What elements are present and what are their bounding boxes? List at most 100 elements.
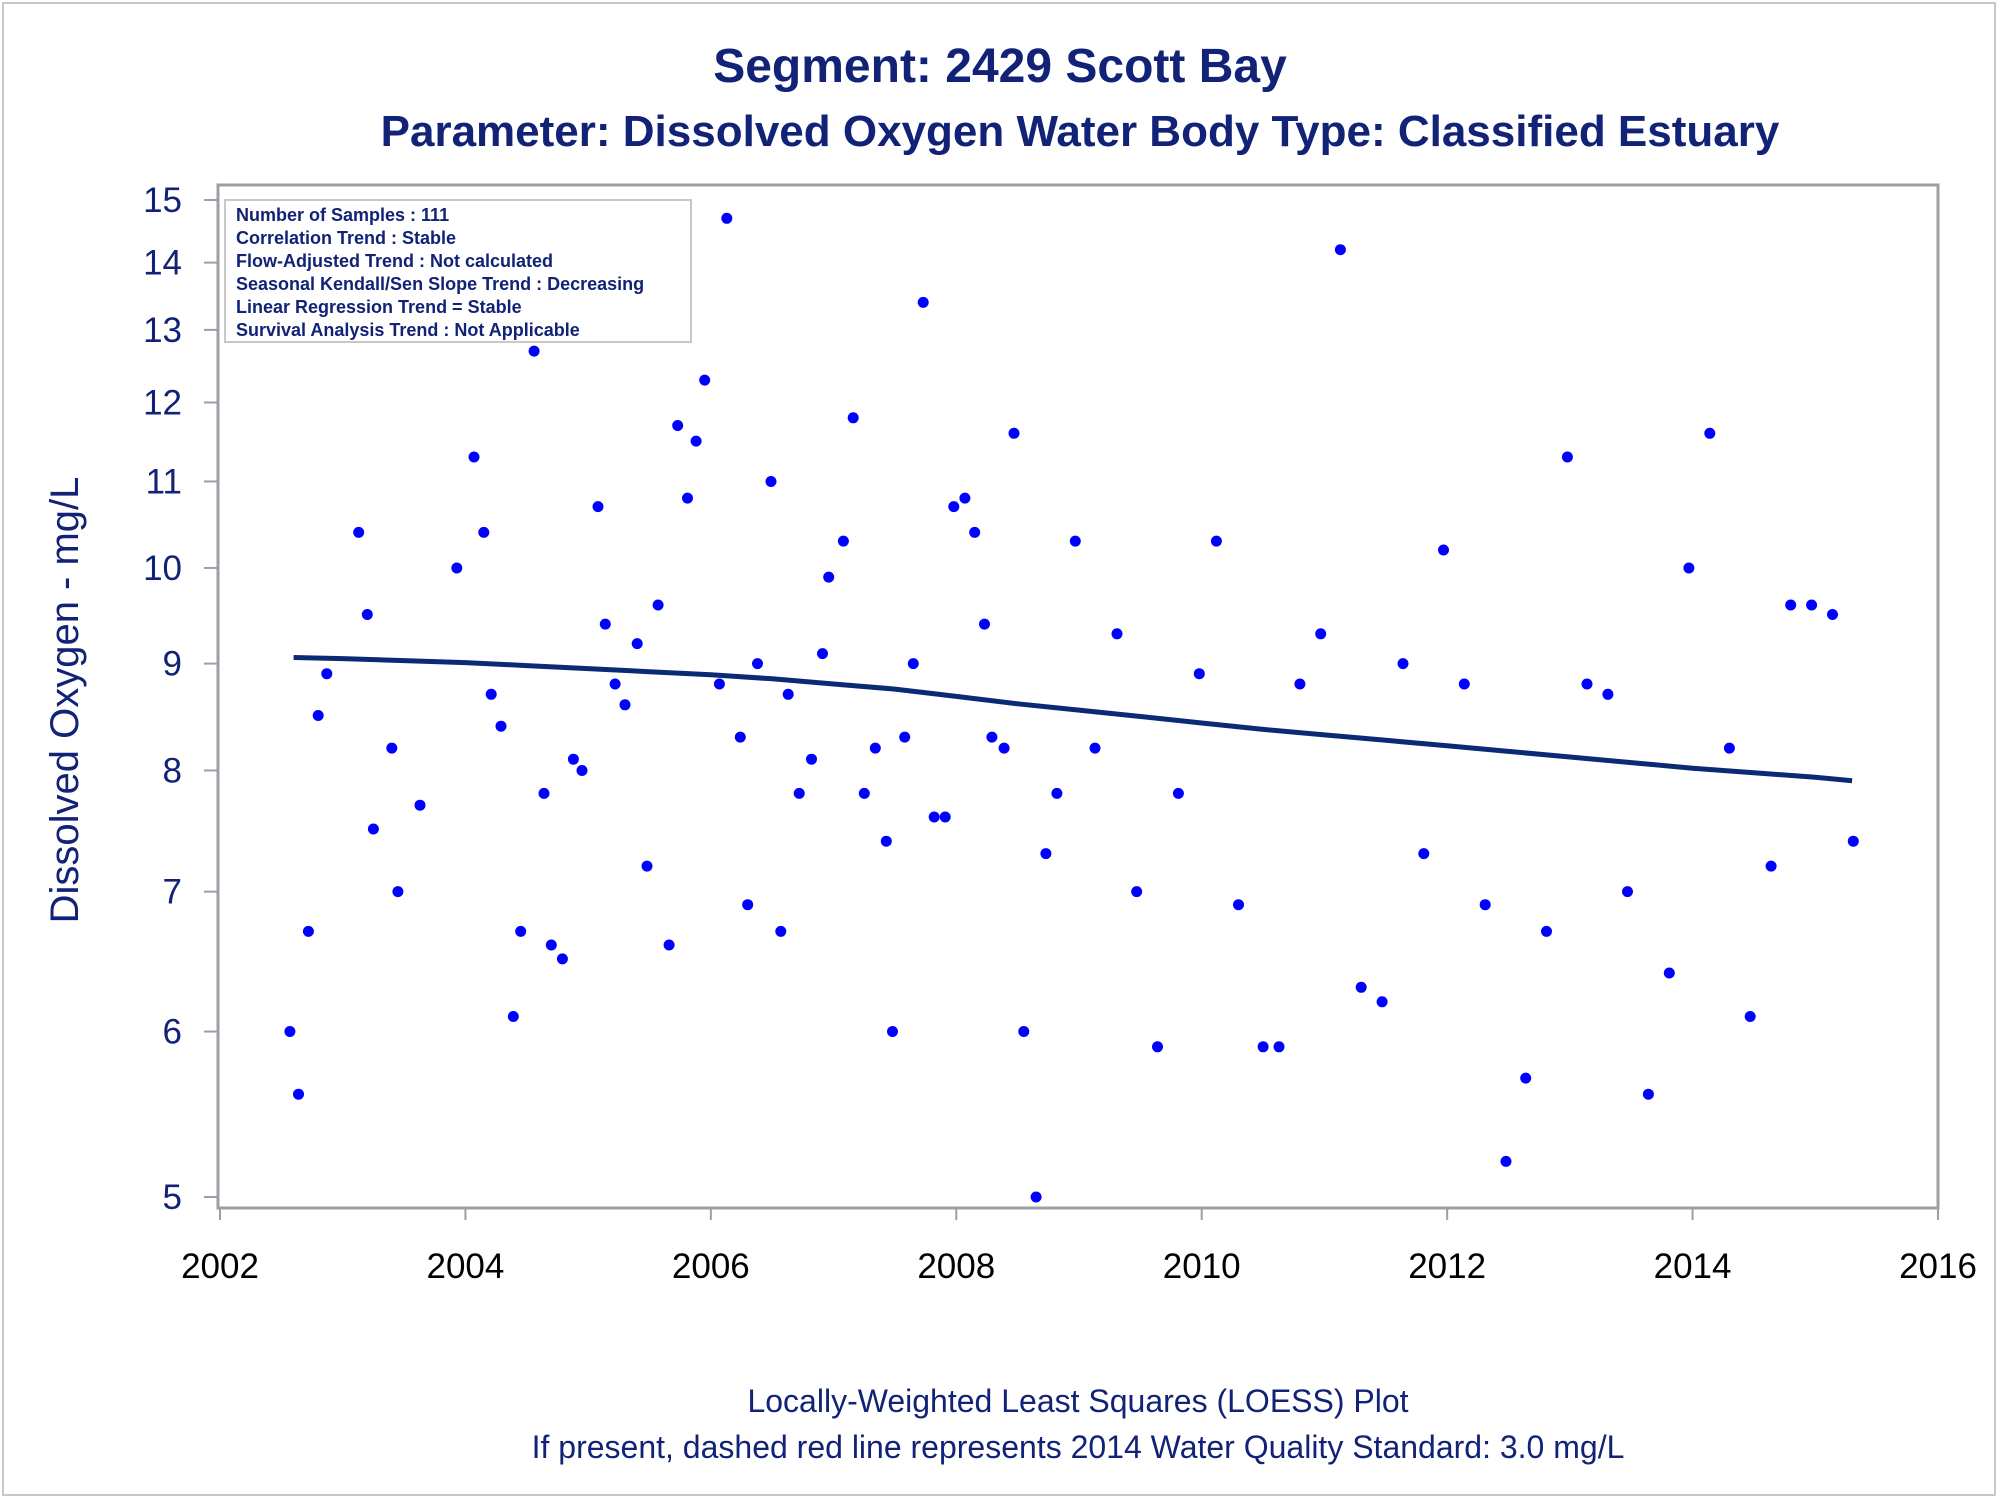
data-point [567, 753, 579, 765]
data-point [528, 345, 540, 357]
data-point [361, 609, 373, 620]
data-point [928, 811, 940, 823]
data-point [1827, 609, 1838, 620]
data-point [917, 296, 929, 308]
data-point [302, 925, 314, 937]
data-point [858, 787, 870, 799]
data-point [887, 1026, 898, 1037]
x-tick-label: 2002 [181, 1247, 259, 1286]
data-point [1131, 886, 1143, 898]
y-tick-label: 10 [143, 549, 182, 588]
y-axis: 5 6 7 8 9 10 11 12 13 14 15 [143, 181, 218, 1217]
data-point [1257, 1041, 1269, 1053]
data-point [1663, 967, 1675, 979]
data-point [652, 599, 664, 611]
data-point [752, 658, 763, 670]
y-tick-label: 9 [163, 645, 182, 684]
data-point [948, 501, 960, 513]
y-tick-label: 14 [143, 244, 182, 283]
data-point [1233, 899, 1244, 911]
data-point [495, 720, 507, 732]
x-tick-label: 2016 [1899, 1247, 1977, 1286]
inset-line-linear-regression: Linear Regression Trend = Stable [236, 297, 522, 317]
y-axis-label: Dissolved Oxygen - mg/L [43, 477, 87, 924]
data-point [663, 939, 675, 951]
data-point [1744, 1011, 1756, 1022]
data-point [1704, 427, 1716, 439]
data-point [485, 688, 497, 700]
x-tick-label: 2008 [917, 1247, 995, 1286]
data-point [672, 420, 684, 431]
x-tick-label: 2012 [1408, 1247, 1486, 1286]
data-point [592, 501, 604, 513]
data-point [321, 668, 333, 680]
data-point [959, 492, 971, 504]
data-point [869, 742, 881, 754]
data-point [468, 451, 480, 463]
inset-line-seasonal-kendall: Seasonal Kendall/Sen Slope Trend : Decre… [236, 274, 644, 294]
data-point [1172, 787, 1184, 799]
data-point [765, 476, 777, 487]
data-point [690, 435, 702, 447]
data-point [599, 618, 611, 630]
data-point [1089, 742, 1101, 754]
x-axis: 2002 2004 2006 2008 2010 2012 2014 2016 [181, 1208, 1977, 1286]
data-point [545, 939, 557, 951]
y-tick-label: 13 [143, 311, 182, 350]
data-point [823, 571, 835, 583]
x-tick-label: 2004 [426, 1247, 504, 1286]
inset-line-survival: Survival Analysis Trend : Not Applicable [236, 320, 580, 340]
data-point [386, 742, 398, 754]
data-point [734, 731, 746, 743]
data-point [1294, 678, 1306, 690]
data-point [619, 699, 631, 711]
data-point [353, 526, 365, 538]
data-point [576, 765, 588, 776]
data-point [782, 688, 794, 700]
y-tick-label: 5 [163, 1178, 182, 1217]
data-point [392, 886, 404, 898]
data-point [1479, 899, 1491, 911]
data-point [641, 860, 653, 872]
data-point [969, 526, 981, 538]
data-point [1847, 835, 1859, 847]
data-point [1210, 535, 1222, 547]
data-point [682, 492, 693, 504]
x-tick-label: 2014 [1654, 1247, 1732, 1286]
y-tick-label: 7 [163, 873, 182, 912]
data-point [1040, 848, 1052, 860]
data-point [367, 823, 379, 835]
chart-title: Segment: 2429 Scott Bay [713, 40, 1287, 93]
data-point [1051, 787, 1063, 799]
data-point [939, 811, 951, 823]
data-point [1152, 1041, 1163, 1053]
data-point [721, 212, 733, 224]
y-tick-label: 12 [143, 384, 182, 423]
data-point [699, 374, 711, 386]
data-point [1273, 1041, 1285, 1053]
data-point [817, 648, 828, 660]
data-point [1683, 562, 1695, 574]
data-point [1069, 535, 1081, 547]
data-point [1030, 1191, 1042, 1203]
data-point [1806, 599, 1818, 611]
data-point [451, 562, 463, 574]
data-point [793, 787, 805, 799]
trend-layer [293, 655, 1853, 784]
data-point [1355, 981, 1367, 993]
data-point [414, 799, 426, 811]
data-point [1581, 678, 1593, 690]
stats-inset-box [224, 199, 692, 343]
data-point [478, 526, 490, 538]
y-tick-label: 8 [163, 751, 182, 790]
points-layer [284, 212, 1859, 1203]
inset-line-flow-adjusted: Flow-Adjusted Trend : Not calculated [236, 251, 553, 271]
data-point [1561, 451, 1573, 463]
data-point [1723, 742, 1735, 754]
y-tick-label: 6 [163, 1013, 182, 1052]
data-point [979, 618, 990, 630]
data-point [1642, 1088, 1654, 1100]
footnote-standard: If present, dashed red line represents 2… [532, 1429, 1625, 1465]
data-point [1397, 658, 1409, 670]
